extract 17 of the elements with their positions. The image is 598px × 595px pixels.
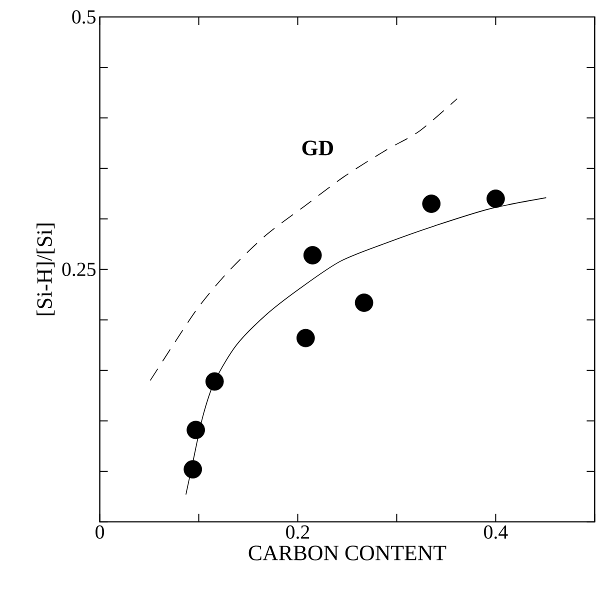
point	[205, 372, 224, 391]
series-label: GD	[302, 140, 333, 156]
point	[296, 329, 315, 348]
point	[486, 190, 505, 208]
y-tick-label: 0.5	[72, 10, 96, 24]
point	[422, 194, 441, 214]
x-tick-label: 0	[96, 526, 104, 539]
point	[186, 420, 205, 440]
x-axis-title: CARBON CONTENT	[248, 546, 446, 561]
point	[354, 294, 374, 312]
y-axis-title: [Si-H]/[Si]	[36, 224, 55, 316]
y-tick-label: 0.25	[62, 262, 96, 276]
point	[303, 246, 322, 265]
point	[184, 460, 202, 479]
line-series	[150, 98, 458, 382]
x-tick-label: 0.2	[286, 526, 310, 540]
x-tick-label: 0.4	[484, 526, 508, 540]
